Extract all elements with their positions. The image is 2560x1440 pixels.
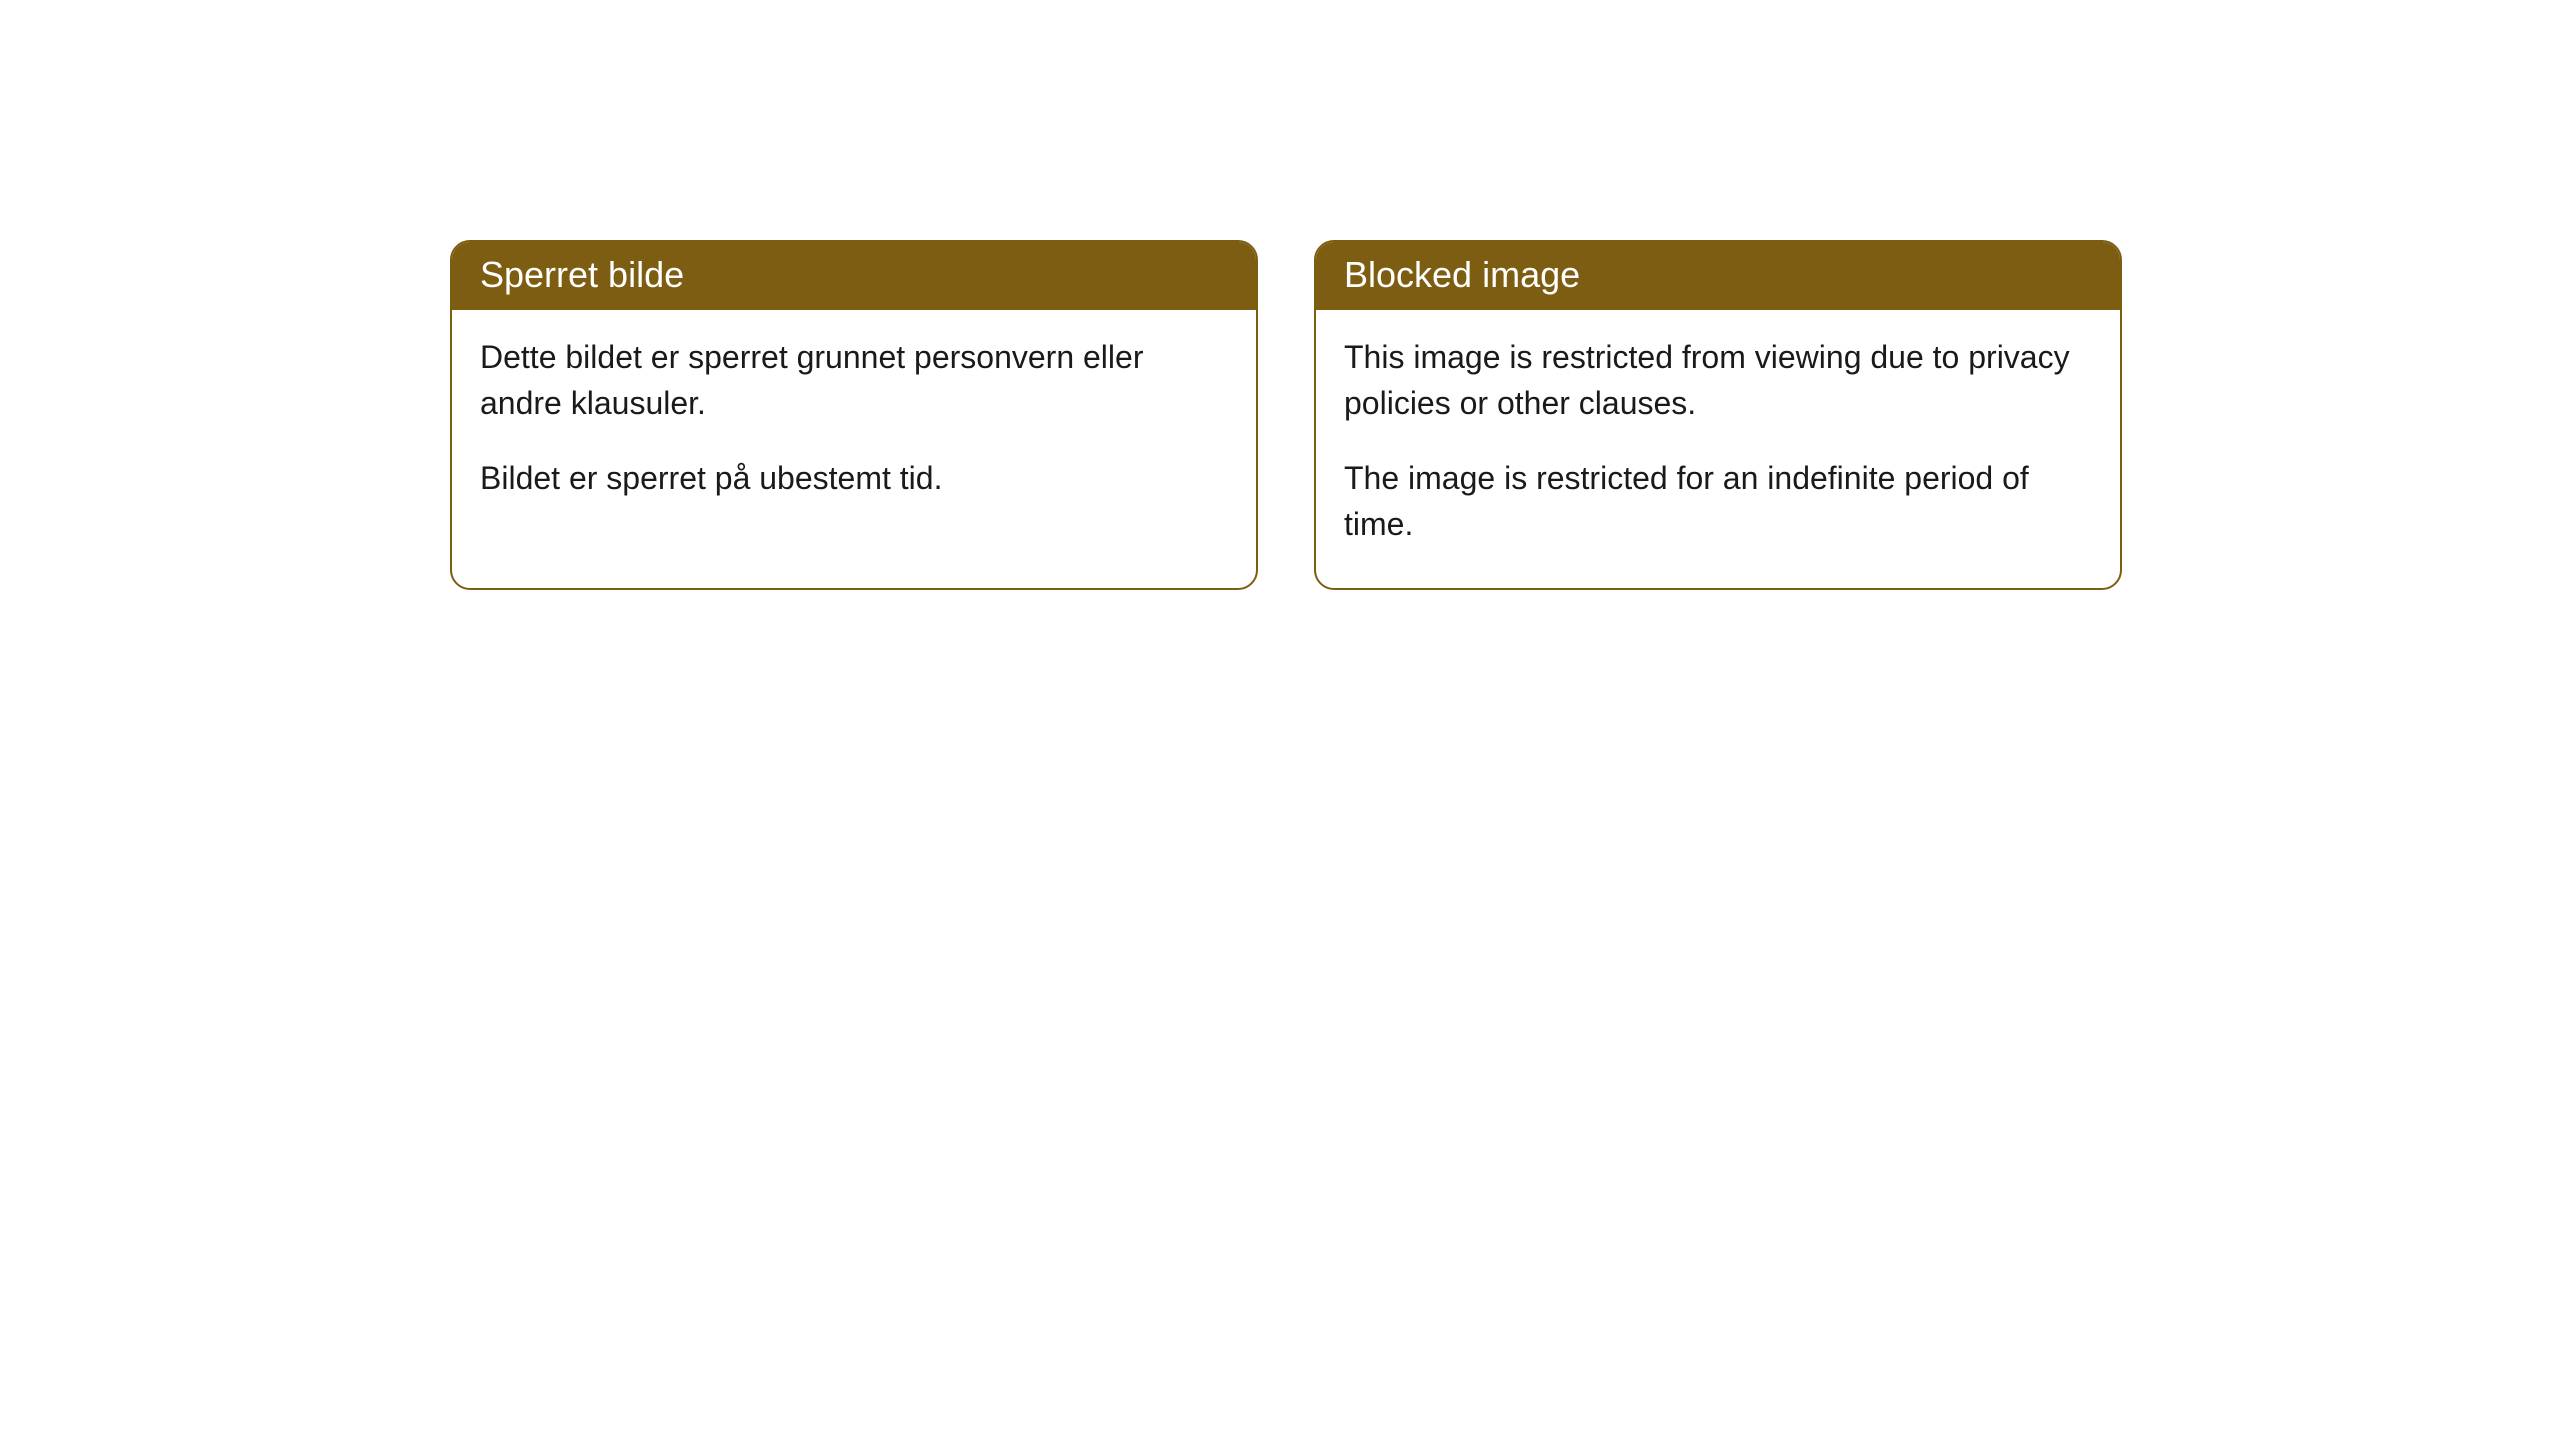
card-body-english: This image is restricted from viewing du… bbox=[1316, 310, 2120, 588]
card-title: Blocked image bbox=[1344, 254, 1580, 295]
notice-paragraph-2: Bildet er sperret på ubestemt tid. bbox=[480, 455, 1228, 501]
notice-paragraph-1: This image is restricted from viewing du… bbox=[1344, 334, 2092, 427]
blocked-image-card-norwegian: Sperret bilde Dette bildet er sperret gr… bbox=[450, 240, 1258, 590]
blocked-image-card-english: Blocked image This image is restricted f… bbox=[1314, 240, 2122, 590]
card-header-norwegian: Sperret bilde bbox=[452, 242, 1256, 310]
notice-paragraph-2: The image is restricted for an indefinit… bbox=[1344, 455, 2092, 548]
card-body-norwegian: Dette bildet er sperret grunnet personve… bbox=[452, 310, 1256, 541]
card-header-english: Blocked image bbox=[1316, 242, 2120, 310]
notice-paragraph-1: Dette bildet er sperret grunnet personve… bbox=[480, 334, 1228, 427]
notice-cards-container: Sperret bilde Dette bildet er sperret gr… bbox=[450, 240, 2122, 590]
card-title: Sperret bilde bbox=[480, 254, 684, 295]
